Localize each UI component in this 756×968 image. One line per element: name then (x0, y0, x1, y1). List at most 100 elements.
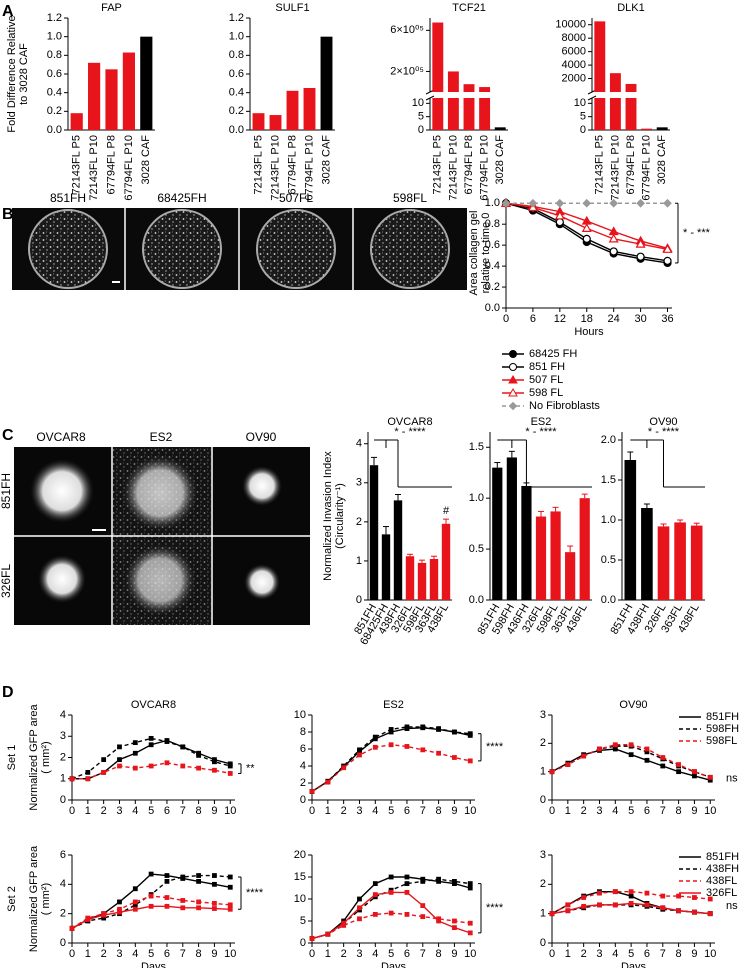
marker (357, 916, 362, 922)
marker (388, 874, 394, 880)
x-tick-label: 7 (660, 805, 666, 817)
marker (662, 244, 673, 253)
marker (132, 750, 138, 756)
marker (612, 889, 618, 895)
bar (105, 69, 118, 130)
marker (628, 752, 634, 758)
marker (467, 930, 473, 936)
y-tick-label: 0.6 (229, 68, 244, 80)
image-label: 851FH (0, 473, 13, 509)
marker (404, 874, 410, 880)
marker (227, 874, 233, 880)
image-label: 507FL (279, 191, 313, 205)
y-tick-label: 4 (60, 709, 66, 721)
x-tick-label: 7 (180, 805, 186, 817)
gel-dish (370, 209, 450, 289)
marker (148, 903, 154, 909)
marker (707, 911, 713, 917)
x-tick-label: 2 (101, 805, 107, 817)
bar (594, 21, 606, 93)
legend-marker (508, 374, 518, 384)
y-tick-label: 2 (540, 878, 546, 890)
marker (554, 210, 565, 220)
x-tick-label: 67794FL P8 (105, 135, 117, 195)
marker (467, 731, 473, 737)
y-tick-label: 10 (294, 709, 306, 721)
series-line (551, 890, 711, 915)
y-tick-label: 15 (294, 871, 306, 883)
bar (521, 485, 532, 600)
marker (212, 873, 217, 878)
y-tick-label: 2 (60, 751, 66, 763)
bar (625, 83, 637, 92)
y-tick-label: 0.6 (485, 239, 500, 251)
significance: # (443, 505, 450, 517)
y-axis-label: (Circularity⁻¹) (334, 483, 346, 549)
marker (565, 762, 571, 767)
y-tick-label: 0 (540, 937, 546, 949)
series-line (71, 895, 231, 929)
bar (432, 98, 444, 130)
marker (644, 757, 650, 763)
marker (597, 746, 602, 752)
x-tick-label: 3 (116, 948, 122, 960)
marker (101, 912, 107, 918)
legend-label: 68425 FH (529, 348, 577, 360)
marker (609, 198, 619, 208)
marker (549, 769, 555, 775)
chart-title: OV90 (619, 699, 647, 711)
y-tick-label: 0 (418, 124, 424, 136)
bar (70, 113, 83, 130)
y-tick-label: 8000 (562, 32, 586, 44)
y-tick-label: 0.6 (47, 68, 62, 80)
legend-label: 507 FL (529, 374, 563, 386)
y-tick-label: 10 (574, 97, 586, 109)
bar (479, 98, 491, 130)
marker (117, 744, 122, 750)
bar (320, 36, 333, 130)
x-tick-label: 4 (372, 948, 378, 960)
marker (164, 760, 170, 766)
y-tick-label: 0.8 (485, 218, 500, 230)
spheroid (122, 455, 198, 531)
marker (436, 876, 442, 882)
chart-title: OVCAR8 (387, 416, 432, 428)
significance: **** (246, 887, 264, 899)
y-tick-label: 2 (60, 908, 66, 920)
bar (492, 467, 503, 600)
x-tick-label: 72143FL P5 (432, 135, 444, 195)
marker (565, 908, 571, 914)
marker (196, 905, 202, 911)
marker (555, 198, 565, 208)
x-tick-label: 67794FL P10 (123, 135, 135, 201)
x-tick-label: 10 (224, 948, 236, 960)
significance: ns (726, 773, 738, 785)
marker (388, 727, 394, 732)
marker (404, 744, 410, 749)
y-tick-label: 6×10⁰⁵ (390, 24, 424, 36)
y-tick-label: 6 (60, 849, 66, 861)
x-tick-label: 67794FL P10 (641, 135, 653, 201)
legend-label: 598 FL (529, 387, 563, 399)
x-tick-label: 67794FL P8 (286, 135, 298, 195)
x-tick-label: 3 (596, 805, 602, 817)
bar (88, 62, 101, 130)
bar (447, 98, 459, 130)
spheroid (30, 459, 94, 523)
y-tick-label: 0.0 (47, 124, 62, 136)
marker (676, 908, 682, 914)
x-tick-label: 1 (325, 805, 331, 817)
x-tick-label: 3 (356, 948, 362, 960)
y-tick-label: 0.8 (47, 49, 62, 61)
y-tick-label: 1.0 (601, 514, 616, 526)
y-tick-label: 5 (300, 915, 306, 927)
marker (341, 765, 347, 771)
spheroid (38, 555, 86, 603)
marker (117, 909, 122, 915)
marker (164, 903, 170, 909)
y-tick-label: 1.0 (469, 492, 484, 504)
x-tick-label: 1 (325, 948, 331, 960)
marker (148, 893, 154, 899)
marker (180, 898, 186, 903)
marker (212, 906, 217, 911)
